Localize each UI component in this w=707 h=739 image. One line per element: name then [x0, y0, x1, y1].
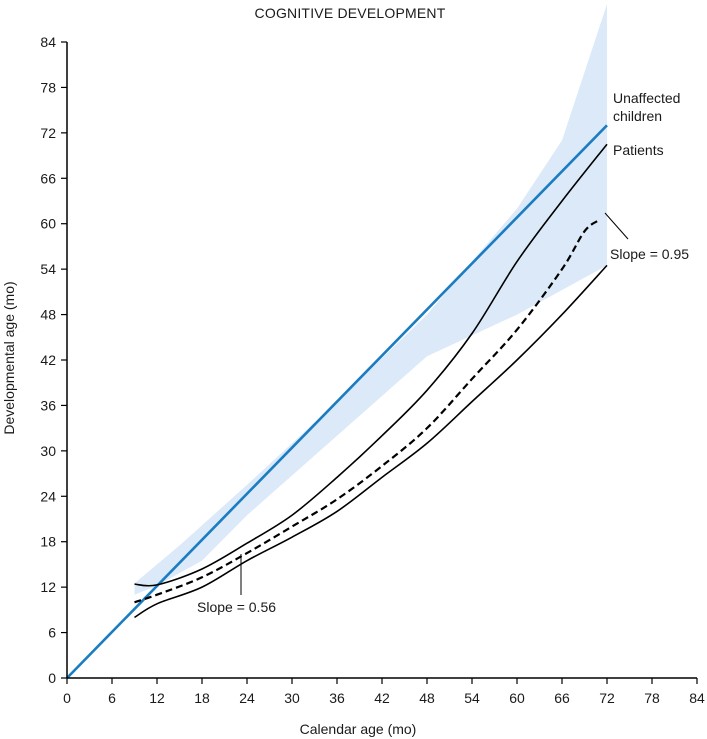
y-axis-label: Developmental age (mo): [1, 281, 17, 434]
y-tick-label: 36: [40, 397, 56, 413]
y-tick-label: 72: [40, 125, 56, 141]
y-tick-label: 54: [40, 261, 56, 277]
patients-upper-line: [134, 143, 608, 587]
y-tick-label: 24: [40, 488, 56, 504]
x-tick-label: 60: [509, 690, 525, 706]
x-tick-label: 0: [63, 690, 71, 706]
x-tick-label: 48: [419, 690, 435, 706]
x-tick-label: 36: [329, 690, 345, 706]
y-tick-label: 6: [48, 625, 56, 641]
x-tick-label: 6: [108, 690, 116, 706]
x-tick-label: 12: [149, 690, 165, 706]
x-tick-label: 24: [239, 690, 255, 706]
axes: [61, 41, 698, 684]
legend-unaffected-line2: children: [613, 108, 662, 124]
x-tick-label: 66: [554, 690, 570, 706]
unaffected-children-line: [66, 124, 608, 679]
x-tick-label: 72: [599, 690, 615, 706]
y-tick-label: 84: [40, 34, 56, 50]
x-tick-label: 18: [194, 690, 210, 706]
x-tick-label: 42: [374, 690, 390, 706]
slope-upper-leader: [604, 212, 629, 240]
annotation-slope-056: Slope = 0.56: [197, 599, 276, 615]
patients-lower-line: [134, 264, 608, 619]
patients-mean-dashed-line: [134, 219, 601, 604]
annotation-slope-095: Slope = 0.95: [610, 246, 689, 262]
chart-title: COGNITIVE DEVELOPMENT: [255, 5, 446, 21]
y-tick-label: 18: [40, 534, 56, 550]
x-tick-label: 84: [689, 690, 705, 706]
y-tick-label: 0: [48, 670, 56, 686]
y-tick-label: 12: [40, 579, 56, 595]
x-tick-label: 54: [464, 690, 480, 706]
y-tick-label: 78: [40, 79, 56, 95]
x-tick-label: 78: [644, 690, 660, 706]
x-axis-label: Calendar age (mo): [300, 721, 417, 737]
y-tick-label: 30: [40, 443, 56, 459]
tick-labels: 0 6 12 18 24 30 36 42 48 54 60 66 72 78 84 0 6 12 18 24 30 36…: [40, 34, 705, 706]
legend-patients: Patients: [613, 142, 664, 158]
y-tick-label: 66: [40, 170, 56, 186]
y-tick-label: 48: [40, 307, 56, 323]
normal-range-band-area: [134, 4, 607, 595]
series-lines: [66, 124, 608, 679]
normal-range-band: [134, 4, 607, 595]
y-tick-label: 60: [40, 216, 56, 232]
x-tick-label: 30: [284, 690, 300, 706]
y-tick-label: 42: [40, 352, 56, 368]
legend-unaffected-line1: Unaffected: [613, 90, 680, 106]
